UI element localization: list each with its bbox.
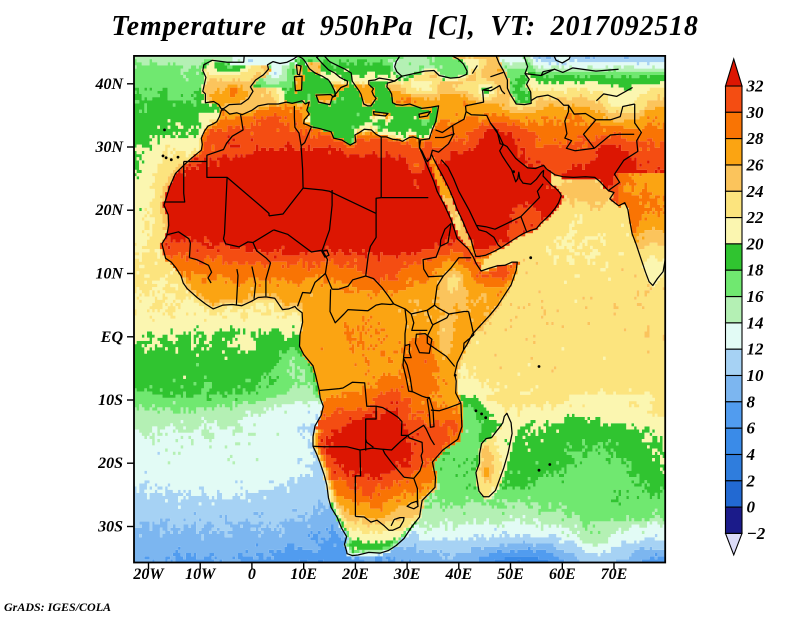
svg-text:16: 16 (747, 287, 765, 306)
svg-text:40E: 40E (444, 566, 472, 583)
svg-text:30E: 30E (393, 566, 421, 583)
svg-text:60E: 60E (549, 566, 576, 583)
svg-text:50E: 50E (497, 566, 524, 583)
svg-text:28: 28 (746, 129, 765, 148)
svg-text:20: 20 (746, 234, 765, 253)
svg-text:70E: 70E (601, 566, 628, 583)
svg-text:14: 14 (747, 313, 764, 332)
svg-text:10E: 10E (290, 566, 317, 583)
svg-text:12: 12 (747, 340, 765, 359)
svg-text:30N: 30N (94, 139, 124, 156)
svg-text:EQ: EQ (100, 329, 124, 346)
svg-text:20N: 20N (94, 202, 124, 219)
svg-text:32: 32 (746, 77, 765, 96)
svg-text:10S: 10S (98, 392, 123, 409)
svg-text:20S: 20S (97, 455, 123, 472)
svg-text:22: 22 (746, 208, 765, 227)
svg-text:8: 8 (747, 392, 756, 411)
svg-text:24: 24 (746, 182, 764, 201)
svg-text:26: 26 (746, 156, 765, 175)
svg-text:20W: 20W (132, 566, 165, 583)
svg-text:10W: 10W (185, 566, 217, 583)
svg-text:10: 10 (747, 366, 765, 385)
svg-text:30S: 30S (97, 519, 123, 536)
svg-text:10N: 10N (95, 266, 124, 283)
svg-text:6: 6 (747, 419, 756, 438)
svg-text:40N: 40N (94, 76, 124, 93)
svg-text:18: 18 (747, 261, 765, 280)
svg-text:30: 30 (746, 103, 765, 122)
svg-text:−2: −2 (747, 524, 766, 543)
svg-text:0: 0 (248, 566, 256, 583)
svg-text:0: 0 (747, 498, 756, 517)
svg-text:4: 4 (746, 445, 756, 464)
svg-text:20E: 20E (341, 566, 369, 583)
svg-text:2: 2 (746, 471, 756, 490)
